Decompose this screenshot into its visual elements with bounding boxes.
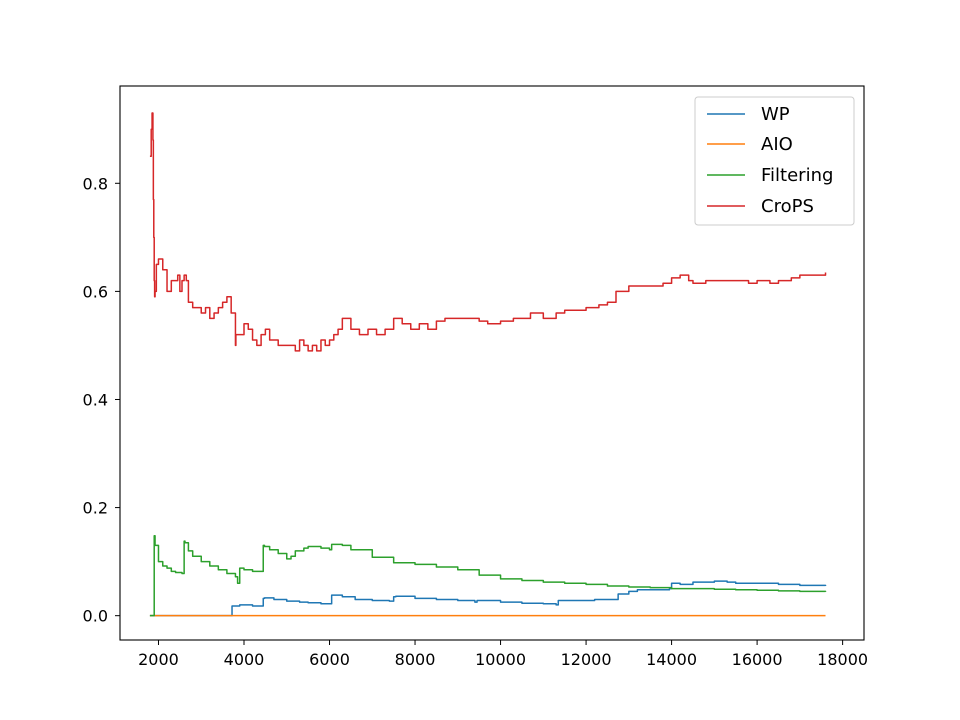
legend: WP AIO Filtering CroPS — [694, 96, 855, 226]
legend-label-crops: CroPS — [761, 196, 814, 217]
x-tick-label: 16000 — [732, 650, 783, 669]
x-tick-label: 18000 — [817, 650, 868, 669]
series-line-wp — [149, 580, 827, 617]
x-tick-label: 6000 — [309, 650, 350, 669]
x-axis: 2000 4000 6000 8000 10000 12000 14000 16000 1800… — [138, 640, 868, 669]
legend-label-aio: AIO — [761, 134, 793, 155]
series-layer — [149, 112, 827, 617]
y-tick-label: 0.2 — [83, 499, 108, 518]
y-axis: 0.0 0.2 0.4 0.6 0.8 — [83, 174, 120, 626]
y-tick-label: 0.8 — [83, 174, 108, 193]
legend-label-wp: WP — [761, 104, 790, 125]
x-tick-label: 8000 — [395, 650, 436, 669]
series-line-filtering — [149, 534, 827, 617]
series-line-crops — [149, 112, 827, 352]
x-tick-label: 10000 — [475, 650, 526, 669]
legend-label-filtering: Filtering — [761, 165, 833, 186]
legend-frame — [694, 96, 855, 226]
y-tick-label: 0.6 — [83, 282, 108, 301]
plot-frame — [119, 85, 865, 641]
x-tick-label: 2000 — [138, 650, 179, 669]
x-tick-label: 14000 — [646, 650, 697, 669]
x-tick-label: 4000 — [224, 650, 265, 669]
x-tick-label: 12000 — [561, 650, 612, 669]
y-tick-label: 0.4 — [83, 390, 108, 409]
y-tick-label: 0.0 — [83, 607, 108, 626]
